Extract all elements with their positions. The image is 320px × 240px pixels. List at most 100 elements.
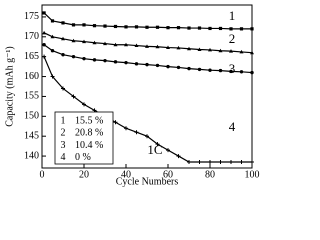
marker [145, 44, 149, 48]
marker [218, 26, 223, 31]
marker [166, 148, 170, 153]
y-tick-label: 145 [24, 130, 39, 141]
marker [42, 43, 46, 47]
legend-percent: 0 % [75, 152, 91, 163]
legend-number: 3 [61, 140, 66, 151]
x-tick-label: 60 [163, 169, 173, 180]
marker [197, 47, 202, 52]
legend-percent: 10.4 % [75, 140, 103, 151]
marker [42, 30, 47, 35]
marker [250, 50, 254, 55]
marker [218, 160, 223, 165]
marker [229, 49, 233, 53]
x-tick-label: 80 [205, 169, 215, 180]
marker [166, 45, 170, 50]
marker [92, 24, 97, 28]
marker [208, 26, 212, 31]
y-axis-label: Capacity (mAh g⁻¹) [4, 46, 15, 126]
marker [134, 130, 139, 135]
marker [166, 64, 170, 69]
marker [176, 65, 181, 70]
marker [50, 34, 55, 39]
marker [155, 44, 160, 49]
marker [71, 54, 76, 59]
annotation: 3 [229, 61, 236, 76]
marker [113, 24, 118, 29]
marker [103, 58, 107, 63]
legend-box [54, 111, 114, 165]
marker [250, 27, 254, 31]
marker [61, 36, 65, 41]
marker [113, 120, 118, 125]
chart: 0 20 40 60 80 100 140 145 150 155 160 165 170 175 Cycl… [4, 4, 260, 187]
marker [82, 102, 86, 107]
marker [124, 42, 128, 47]
marker [134, 62, 139, 66]
marker [145, 62, 149, 67]
marker [134, 25, 139, 29]
marker [103, 24, 107, 28]
y-tick-label: 150 [24, 111, 39, 122]
marker [218, 48, 223, 53]
plot-frame [41, 4, 253, 169]
marker [92, 58, 97, 62]
marker [239, 160, 244, 165]
marker [42, 54, 47, 59]
marker [187, 66, 191, 71]
series-line [43, 44, 253, 74]
y-tick-label: 175 [24, 11, 39, 22]
marker [61, 52, 65, 57]
legend-number: 4 [61, 152, 66, 163]
marker [82, 39, 86, 44]
marker [208, 68, 212, 72]
marker [71, 23, 76, 27]
marker [124, 60, 128, 65]
marker [239, 49, 244, 54]
annotation: 4 [229, 119, 236, 134]
marker [239, 27, 244, 31]
y-tick-label: 165 [24, 51, 39, 62]
marker [103, 41, 107, 46]
marker [50, 19, 55, 23]
marker [61, 86, 65, 91]
marker [155, 63, 160, 68]
marker [50, 74, 55, 79]
annotation: 2 [229, 31, 236, 46]
x-axis-label: Cycle Numbers [116, 176, 179, 187]
annotation: 1C [147, 142, 162, 157]
marker [187, 26, 191, 30]
marker [176, 154, 181, 159]
marker [113, 42, 118, 47]
marker [61, 21, 65, 25]
marker [197, 160, 202, 165]
annotation: 1 [229, 8, 236, 23]
marker [124, 25, 128, 29]
marker [82, 56, 86, 61]
marker [166, 26, 170, 30]
marker [229, 69, 233, 74]
marker [197, 26, 202, 30]
marker [218, 68, 223, 73]
marker [82, 23, 86, 27]
marker [239, 70, 244, 74]
marker [208, 160, 212, 165]
marker [145, 134, 149, 139]
marker [229, 160, 233, 165]
marker [187, 46, 191, 51]
marker [71, 94, 76, 99]
marker [155, 25, 160, 29]
x-tick-label: 40 [121, 169, 131, 180]
marker [229, 27, 233, 31]
y-tick-label: 160 [24, 71, 39, 82]
legend-percent: 15.5 % [75, 115, 103, 126]
x-tick-label: 0 [40, 169, 45, 180]
x-tick-label: 100 [245, 169, 260, 180]
legend-percent: 20.8 % [75, 128, 103, 139]
marker [124, 126, 128, 131]
marker [250, 70, 254, 75]
marker [134, 43, 139, 48]
marker [92, 40, 97, 45]
marker [113, 60, 118, 64]
x-tick-label: 20 [79, 169, 89, 180]
marker [176, 45, 181, 50]
